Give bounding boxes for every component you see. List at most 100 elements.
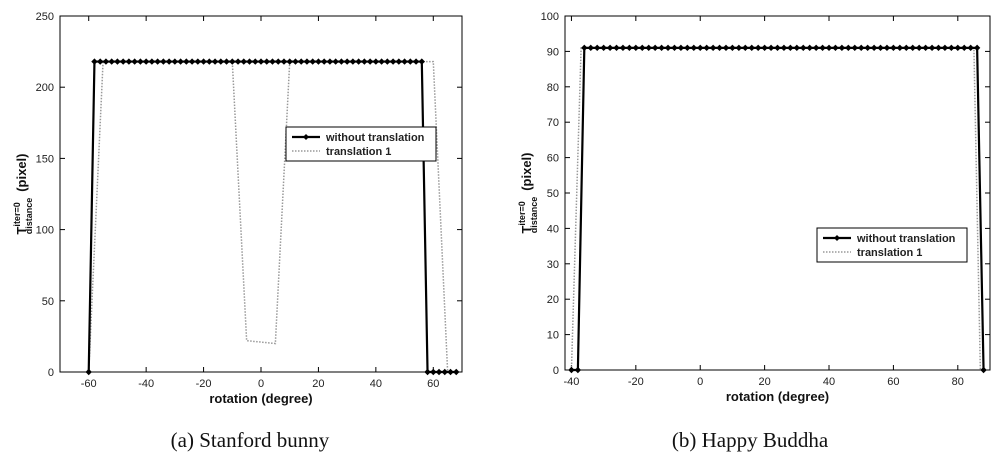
plot-frame [564, 15, 991, 371]
data-point-marker [338, 58, 345, 65]
data-point-marker [125, 58, 133, 65]
data-point-marker [160, 58, 167, 65]
data-point-marker [430, 368, 437, 376]
y-tick-label: 60 [547, 153, 559, 165]
y-tick-label: 100 [541, 11, 559, 23]
y-axis-label-unit: (pixel) [14, 153, 29, 191]
data-point-marker [229, 58, 236, 65]
x-axis-label: rotation (degree) [726, 389, 829, 404]
data-point-marker [812, 44, 820, 52]
x-tick-label: -40 [138, 378, 154, 390]
data-point-marker [320, 58, 328, 65]
chart-b-svg: -40 -20 0 20 40 60 80 0 10 20 30 40 50 60 70 80 90 100 rot… [517, 11, 991, 404]
data-point-marker [735, 44, 743, 52]
data-point-marker [234, 58, 242, 65]
data-point-marker [326, 58, 334, 65]
data-point-marker [114, 58, 121, 65]
y-tick-label: 50 [42, 296, 54, 308]
y-tick-label: 250 [36, 11, 54, 23]
y-tick-label: 40 [547, 223, 559, 235]
x-tick-label: -40 [563, 376, 579, 388]
data-point-marker [395, 58, 403, 65]
plot-frame [59, 15, 463, 373]
data-point-marker [217, 58, 224, 65]
x-tick-label: 40 [370, 378, 382, 390]
data-point-marker [332, 58, 339, 65]
x-tick-label: 40 [823, 376, 835, 388]
data-point-marker [142, 58, 150, 65]
y-axis-label-sub: distance [24, 198, 34, 235]
data-point-marker [91, 58, 98, 65]
y-tick-label: 200 [36, 82, 54, 94]
x-tick-label: 0 [258, 378, 264, 390]
data-point-marker [883, 44, 891, 52]
data-point-marker [384, 58, 391, 65]
x-tick-label: 20 [758, 376, 770, 388]
data-point-marker [137, 58, 144, 65]
x-axis-label: rotation (degree) [209, 391, 312, 406]
data-point-marker [574, 366, 582, 374]
data-point-marker [240, 58, 247, 65]
y-tick-label: 70 [547, 117, 559, 129]
x-tick-label: -60 [81, 378, 97, 390]
data-point-marker [349, 58, 357, 65]
data-point-marker [108, 58, 115, 65]
data-point-marker [389, 58, 397, 65]
data-point-marker [246, 58, 253, 65]
y-tick-label: 100 [36, 225, 54, 237]
data-point-marker [568, 366, 575, 374]
data-point-marker [587, 44, 594, 52]
y-axis-label-symbol: T [519, 226, 534, 234]
y-axis-label-unit: (pixel) [519, 152, 534, 190]
data-point-marker [97, 58, 104, 65]
data-point-marker [935, 44, 942, 52]
data-point-marker [761, 44, 768, 52]
legend-label: translation 1 [326, 146, 391, 158]
x-tick-label: 20 [312, 378, 324, 390]
x-tick-label: 0 [697, 376, 703, 388]
legend-label: translation 1 [857, 247, 922, 259]
data-point-marker [148, 58, 156, 65]
data-point-marker [355, 58, 362, 65]
x-tick-label: 60 [887, 376, 899, 388]
data-point-marker [973, 44, 981, 52]
y-axis-label-sup: iter=0 [12, 202, 22, 226]
data-point-marker [183, 58, 190, 65]
data-point-marker [194, 58, 202, 65]
data-point-marker [626, 44, 633, 52]
data-point-marker [292, 58, 299, 65]
y-tick-label: 150 [36, 153, 54, 165]
data-point-marker [418, 58, 425, 65]
y-tick-label: 20 [547, 294, 559, 306]
data-point-marker [378, 58, 385, 65]
legend-label: without translation [325, 132, 425, 144]
data-point-marker [922, 44, 929, 52]
data-point-marker [309, 58, 316, 65]
data-point-marker [85, 368, 92, 376]
y-axis-label: Titer=0 distance (pixel) [517, 152, 539, 233]
data-point-marker [200, 58, 207, 65]
y-axis-label-sup: iter=0 [517, 201, 527, 225]
data-point-marker [838, 44, 846, 52]
data-point-marker [177, 58, 184, 65]
data-point-marker [412, 58, 420, 65]
data-point-marker [206, 58, 213, 65]
data-point-marker [447, 368, 454, 376]
data-point-marker [119, 58, 127, 65]
chart-a-caption: (a) Stanford bunny [170, 428, 330, 452]
data-point-marker [870, 44, 878, 52]
data-point-marker [961, 44, 968, 52]
data-point-marker [102, 58, 110, 65]
data-point-marker [372, 58, 380, 65]
y-tick-label: 0 [48, 367, 54, 379]
data-point-marker [275, 58, 282, 65]
series-line-translation-1 [570, 47, 982, 371]
data-point-marker [211, 58, 219, 65]
x-tick-label: 60 [427, 378, 439, 390]
data-point-marker [286, 58, 293, 65]
data-point-marker [171, 58, 179, 65]
data-point-marker [613, 44, 620, 52]
data-point-marker [188, 58, 196, 65]
legend-label: without translation [856, 233, 956, 245]
y-axis-label-symbol: T [14, 227, 29, 235]
